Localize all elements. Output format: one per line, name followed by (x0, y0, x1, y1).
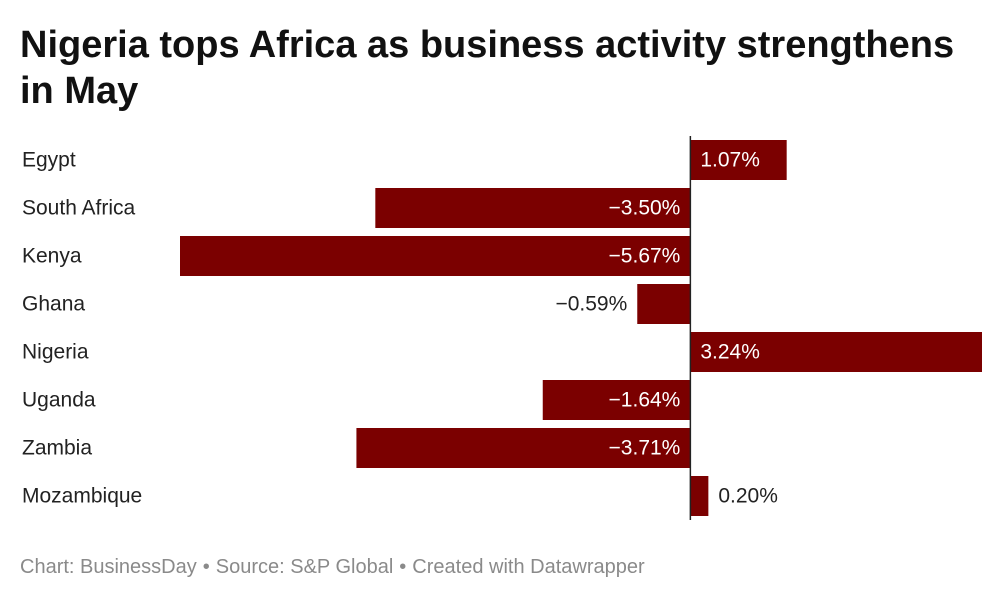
value-label: 1.07% (700, 149, 760, 172)
bar (690, 476, 709, 516)
category-labels: Egypt South Africa Kenya Ghana Nigeria Uganda… (22, 149, 142, 508)
bar (637, 284, 691, 324)
value-label: −3.71% (609, 437, 681, 460)
bar-chart: Egypt South Africa Kenya Ghana Nigeria Uganda… (22, 136, 982, 520)
chart-footer: Chart: BusinessDay • Source: S&P Global • Cr… (20, 556, 645, 579)
category-label: Zambia (22, 437, 92, 460)
footer-separator: • (202, 556, 210, 578)
category-label: Ghana (22, 293, 85, 316)
value-label: −3.50% (609, 197, 681, 220)
value-labels: 1.07% −3.50% −5.67% −0.59% 3.24% −1.64% −3.71%… (555, 149, 777, 508)
bar (356, 428, 691, 468)
category-label: Nigeria (22, 341, 89, 364)
chart-credit: Chart: BusinessDay (20, 556, 197, 578)
value-label: −0.59% (555, 293, 627, 316)
bar (180, 236, 691, 276)
tool-credit: Created with Datawrapper (412, 556, 645, 578)
bar (542, 380, 691, 420)
bars (180, 140, 982, 516)
value-label: −5.67% (609, 245, 681, 268)
value-label: −1.64% (609, 389, 681, 412)
source-credit: Source: S&P Global (215, 556, 394, 578)
value-label: 0.20% (718, 485, 778, 508)
footer-separator: • (399, 556, 407, 578)
category-label: Uganda (22, 389, 96, 412)
bar (375, 188, 691, 228)
value-label: 3.24% (700, 341, 760, 364)
chart-title: Nigeria tops Africa as business activity… (20, 24, 955, 112)
category-label: Kenya (22, 245, 82, 268)
category-label: Mozambique (22, 485, 142, 508)
category-label: Egypt (22, 149, 76, 172)
category-label: South Africa (22, 197, 136, 220)
bar (690, 140, 787, 180)
bar (690, 332, 982, 372)
